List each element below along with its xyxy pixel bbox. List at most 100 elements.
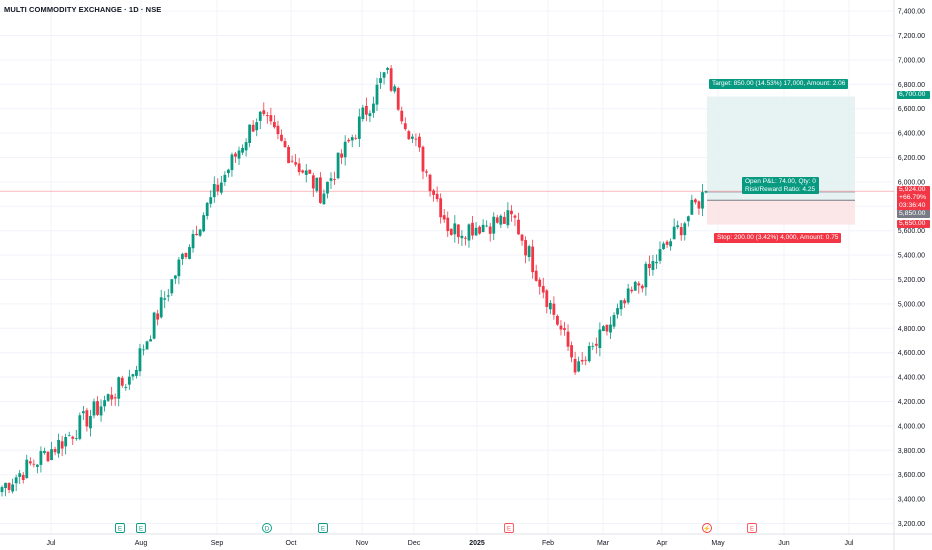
change-pct-text: +66.79% — [899, 194, 927, 202]
candle-body — [598, 329, 602, 348]
candle-body — [644, 263, 648, 288]
candle-body — [630, 289, 634, 292]
candle-body — [258, 111, 262, 121]
candle-body — [446, 217, 450, 232]
candle-body — [357, 116, 361, 139]
candle-body — [556, 315, 559, 325]
x-tick-label: Jun — [778, 540, 789, 547]
y-tick-label: 5,000.00 — [898, 301, 925, 308]
candle-body — [92, 401, 96, 416]
candle-body — [563, 328, 566, 330]
candle-body — [138, 348, 142, 372]
y-tick-label: 3,200.00 — [898, 521, 925, 528]
candle-body — [265, 115, 269, 117]
y-tick-label: 3,600.00 — [898, 472, 925, 479]
candle-body — [244, 142, 248, 151]
candle-body — [442, 215, 446, 220]
candle-body — [230, 154, 234, 171]
candle-body — [343, 141, 347, 158]
candle-body — [315, 177, 319, 191]
candle-body — [350, 137, 354, 141]
event-marker-label: D — [265, 527, 270, 533]
target-price-tag: 6,700.00 — [897, 91, 930, 99]
candle-body — [7, 482, 11, 490]
candle-body — [149, 339, 152, 342]
candle-body — [623, 300, 627, 304]
candle-body — [467, 224, 471, 241]
candle-body — [382, 72, 386, 78]
candle-body — [478, 226, 481, 234]
candle-body — [53, 448, 57, 453]
y-tick-label: 5,600.00 — [898, 228, 925, 235]
candle-body — [223, 174, 227, 182]
candle-body — [191, 233, 195, 249]
candle-body — [0, 487, 4, 492]
event-marker-label: E — [139, 527, 143, 533]
candle-body — [311, 175, 315, 189]
candle-body — [322, 193, 326, 205]
candle-body — [460, 235, 464, 239]
candle-body — [647, 263, 651, 269]
x-tick-label: Sep — [211, 540, 224, 547]
y-tick-label: 6,800.00 — [898, 82, 925, 89]
candle-body — [131, 374, 135, 377]
risk-reward-text: Risk/Reward Ratio: 4.25 — [745, 185, 816, 193]
candle-body — [11, 484, 15, 492]
candle-body — [156, 313, 160, 320]
candle-body — [4, 482, 7, 489]
candle-body — [336, 152, 340, 179]
candle-body — [651, 261, 655, 270]
event-marker-label: E — [750, 527, 754, 533]
candle-body — [283, 141, 287, 148]
event-marker-label: E — [321, 527, 325, 533]
earnings-marker — [318, 523, 328, 533]
candle-body — [573, 358, 577, 373]
candle-body — [85, 410, 89, 427]
candle-body — [255, 122, 259, 131]
candle-body — [414, 138, 418, 140]
last-price-tag: 5,924.00 +66.79% 03:36:40 — [897, 186, 930, 211]
candle-body — [513, 215, 517, 218]
candle-body — [393, 86, 397, 92]
chart-title: MULTI COMMODITY EXCHANGE · 1D · NSE — [4, 5, 162, 14]
entry-price-tag: 5,850.00 — [897, 210, 930, 218]
y-tick-label: 5,400.00 — [898, 253, 925, 260]
candle-body — [538, 279, 542, 287]
candle-body — [517, 219, 520, 235]
x-tick-label: May — [711, 540, 725, 547]
flash-event-marker — [702, 523, 712, 533]
x-tick-label: Jul — [845, 540, 854, 547]
candle-body — [495, 217, 499, 223]
candle-body — [64, 437, 68, 447]
candle-body — [375, 84, 379, 105]
candle-body — [159, 297, 163, 318]
x-tick-label: Apr — [657, 540, 669, 547]
candle-body — [21, 474, 25, 480]
candle-body — [418, 136, 421, 148]
candle-body — [329, 178, 333, 181]
candle-body — [170, 279, 174, 294]
candle-body — [545, 290, 549, 307]
candle-body — [439, 198, 443, 218]
candle-body — [669, 241, 673, 247]
candle-body — [524, 240, 527, 256]
candle-body — [25, 459, 29, 479]
candle-body — [531, 246, 535, 273]
candle-body — [637, 283, 641, 286]
candle-body — [14, 477, 18, 484]
event-marker-label: E — [118, 527, 122, 533]
dividend-marker — [262, 523, 272, 533]
candle-body — [18, 473, 22, 477]
candle-body — [672, 226, 676, 240]
candle-body — [594, 343, 598, 346]
candle-body — [290, 160, 294, 162]
candle-body — [304, 170, 308, 175]
candle-body — [488, 226, 492, 234]
candle-body — [655, 261, 658, 264]
y-tick-label: 6,400.00 — [898, 131, 925, 138]
candle-body — [67, 435, 71, 437]
candle-body — [301, 170, 305, 173]
y-tick-label: 4,400.00 — [898, 375, 925, 382]
candle-body — [690, 199, 694, 215]
candle-body — [619, 300, 623, 310]
